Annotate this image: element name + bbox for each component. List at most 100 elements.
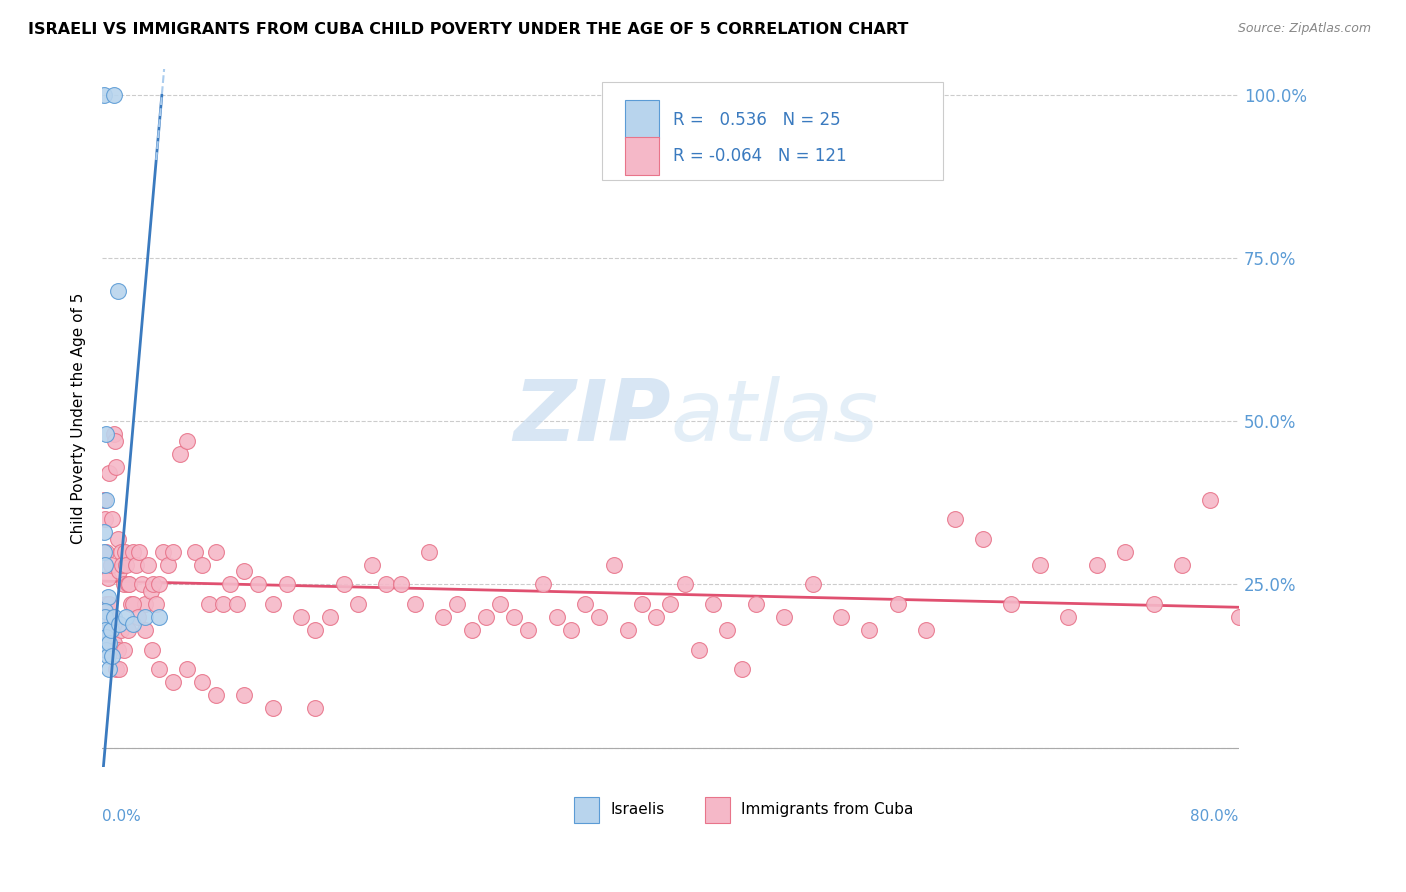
Point xyxy=(560,623,582,637)
Point xyxy=(304,623,326,637)
Point xyxy=(226,597,249,611)
Point xyxy=(318,610,340,624)
Text: 80.0%: 80.0% xyxy=(1191,809,1239,824)
Point xyxy=(176,434,198,448)
Point xyxy=(108,565,131,579)
Point xyxy=(190,558,212,572)
Point xyxy=(332,577,354,591)
Point xyxy=(105,459,128,474)
Point xyxy=(98,662,121,676)
Point xyxy=(93,525,115,540)
Point xyxy=(688,642,710,657)
Point xyxy=(103,610,125,624)
Point xyxy=(389,577,412,591)
Point xyxy=(169,447,191,461)
Text: Israelis: Israelis xyxy=(610,802,665,817)
Point xyxy=(183,545,205,559)
Point xyxy=(103,87,125,102)
Point xyxy=(460,623,482,637)
Point xyxy=(107,642,129,657)
Point xyxy=(93,87,115,102)
Point xyxy=(117,577,139,591)
Point xyxy=(361,558,384,572)
Point xyxy=(1227,610,1250,624)
Point xyxy=(108,616,131,631)
Y-axis label: Child Poverty Under the Age of 5: Child Poverty Under the Age of 5 xyxy=(72,293,86,543)
Text: ISRAELI VS IMMIGRANTS FROM CUBA CHILD POVERTY UNDER THE AGE OF 5 CORRELATION CHA: ISRAELI VS IMMIGRANTS FROM CUBA CHILD PO… xyxy=(28,22,908,37)
Point xyxy=(574,597,596,611)
Point xyxy=(142,577,165,591)
Point xyxy=(276,577,298,591)
Point xyxy=(141,642,163,657)
Point xyxy=(801,577,824,591)
Point xyxy=(418,545,440,559)
Point xyxy=(110,623,132,637)
Point xyxy=(104,642,127,657)
Point xyxy=(858,623,880,637)
Point xyxy=(1085,558,1108,572)
Point xyxy=(134,623,156,637)
Point xyxy=(122,616,145,631)
Point xyxy=(97,571,120,585)
Point xyxy=(96,427,118,442)
Point xyxy=(304,701,326,715)
Point xyxy=(702,597,724,611)
Point xyxy=(972,532,994,546)
Point xyxy=(125,558,148,572)
Point xyxy=(176,662,198,676)
FancyBboxPatch shape xyxy=(574,797,599,823)
Point xyxy=(115,558,138,572)
Point xyxy=(97,649,120,664)
Point xyxy=(233,689,256,703)
Point xyxy=(1000,597,1022,611)
Point xyxy=(112,577,135,591)
Point xyxy=(1142,597,1164,611)
Point xyxy=(887,597,910,611)
Text: ZIP: ZIP xyxy=(513,376,671,459)
Point xyxy=(127,610,149,624)
Text: Source: ZipAtlas.com: Source: ZipAtlas.com xyxy=(1237,22,1371,36)
Point xyxy=(98,597,121,611)
Point xyxy=(93,492,115,507)
Point xyxy=(111,558,134,572)
Point xyxy=(290,610,312,624)
Point xyxy=(98,467,121,481)
Point xyxy=(773,610,796,624)
Point xyxy=(531,577,554,591)
Point xyxy=(1029,558,1052,572)
Point xyxy=(107,284,129,298)
Point xyxy=(136,558,159,572)
Point xyxy=(128,545,150,559)
Point xyxy=(489,597,512,611)
Point xyxy=(120,597,142,611)
Point xyxy=(197,597,219,611)
Point xyxy=(96,597,118,611)
Point xyxy=(101,512,124,526)
Point xyxy=(94,558,117,572)
Point xyxy=(446,597,468,611)
Point xyxy=(347,597,370,611)
Point xyxy=(517,623,540,637)
Point xyxy=(145,597,167,611)
Point xyxy=(94,610,117,624)
Point xyxy=(122,597,145,611)
Point xyxy=(115,610,138,624)
Point xyxy=(716,623,738,637)
Point xyxy=(1199,492,1222,507)
Point xyxy=(148,577,170,591)
Point xyxy=(100,610,122,624)
Point xyxy=(104,434,127,448)
Text: Immigrants from Cuba: Immigrants from Cuba xyxy=(741,802,914,817)
Point xyxy=(673,577,696,591)
Point xyxy=(205,545,228,559)
Text: 0.0%: 0.0% xyxy=(103,809,141,824)
FancyBboxPatch shape xyxy=(626,100,659,139)
Point xyxy=(1114,545,1136,559)
Point xyxy=(93,545,115,559)
Point xyxy=(139,583,162,598)
Point xyxy=(110,545,132,559)
Point xyxy=(148,610,170,624)
Point xyxy=(101,649,124,664)
Point xyxy=(659,597,682,611)
Point xyxy=(631,597,654,611)
